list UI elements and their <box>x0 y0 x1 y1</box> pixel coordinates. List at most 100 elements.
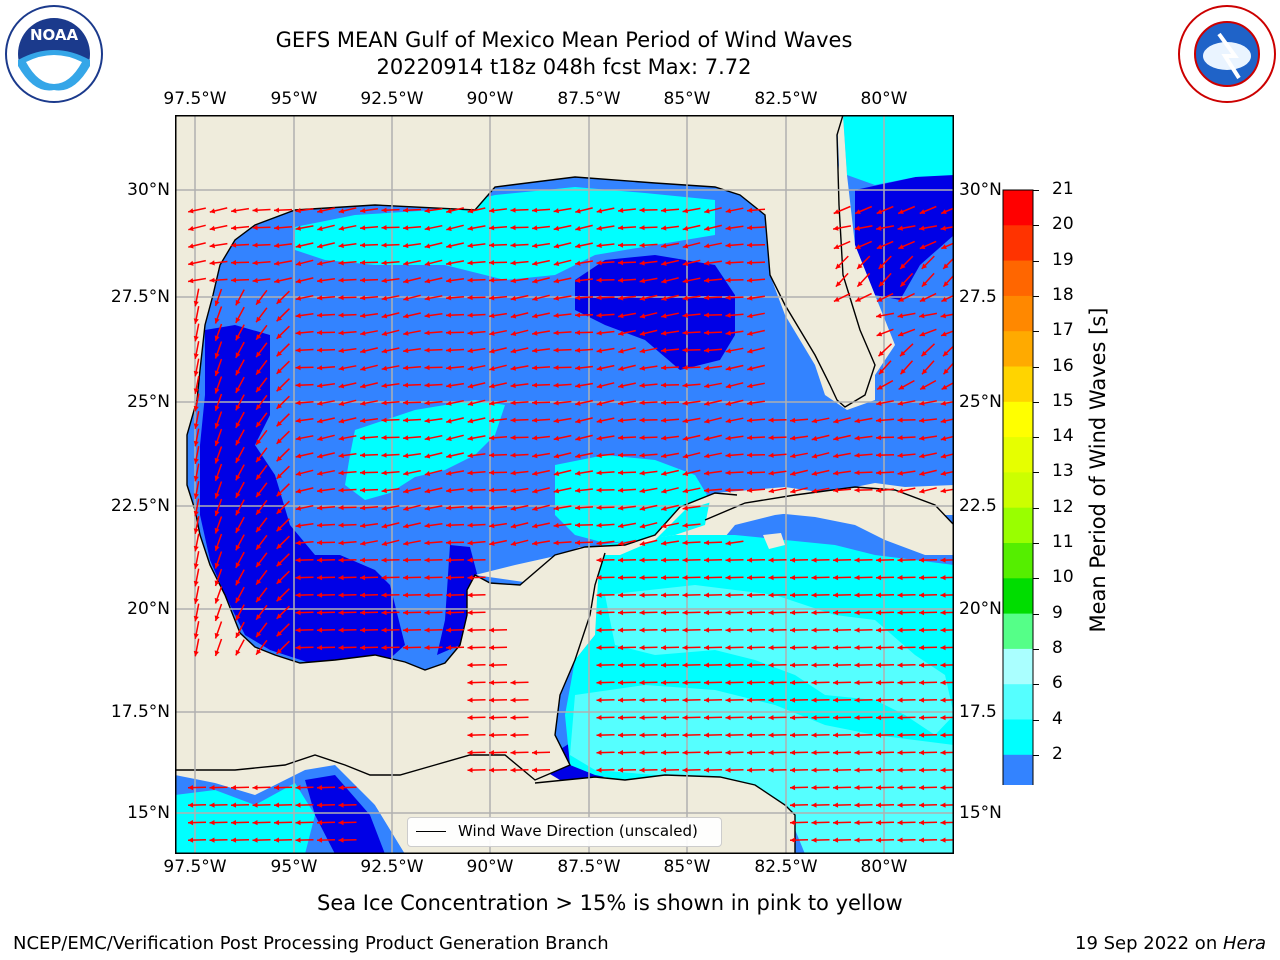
wind-wave-arrowhead <box>360 295 366 301</box>
wind-wave-arrowhead <box>790 557 796 563</box>
wind-wave-arrowhead <box>235 352 241 358</box>
wind-wave-arrowhead <box>317 802 323 808</box>
wind-wave-arrowhead <box>919 767 925 773</box>
wind-wave-arrowhead <box>790 470 796 476</box>
colorbar-tick-mark <box>1033 331 1039 333</box>
wind-wave-arrowhead <box>467 557 473 563</box>
wind-wave-arrowhead <box>878 350 884 357</box>
wind-wave-arrowhead <box>768 767 774 773</box>
wind-wave-arrowhead <box>661 610 667 616</box>
wind-wave-arrowhead <box>274 785 280 791</box>
wind-wave-arrowhead <box>940 453 947 459</box>
wind-wave-arrowhead <box>193 598 199 604</box>
wind-wave-arrowhead <box>682 435 689 441</box>
wind-wave-arrowhead <box>193 563 199 569</box>
wind-wave-arrowhead <box>639 697 645 703</box>
land-isle-of-youth <box>763 533 785 549</box>
wind-wave-arrowhead <box>725 487 731 493</box>
colorbar-tick-mark <box>1033 366 1039 368</box>
wind-wave-arrowhead <box>682 750 688 756</box>
wind-wave-arrowhead <box>854 767 860 773</box>
wind-wave-arrowhead <box>833 453 839 459</box>
wind-wave-arrowhead <box>317 627 323 633</box>
wind-wave-arrowhead <box>553 260 560 266</box>
wind-wave-arrowhead <box>596 575 602 581</box>
wind-wave-arrowhead <box>360 400 366 406</box>
wind-wave-arrowhead <box>467 260 473 266</box>
wind-wave-arrowhead <box>790 592 796 598</box>
lon-label-top: 90°W <box>466 89 514 109</box>
lon-label-top: 95°W <box>270 89 318 109</box>
wind-wave-arrowhead <box>811 557 817 563</box>
wind-wave-arrowhead <box>467 452 473 459</box>
wind-wave-arrowhead <box>338 277 344 283</box>
wind-wave-arrowhead <box>256 649 262 655</box>
wind-wave-arrowhead <box>682 732 688 738</box>
wind-wave-arrowhead <box>338 400 345 406</box>
wind-wave-arrowhead <box>338 785 344 791</box>
lon-label-top: 97.5°W <box>163 89 227 109</box>
wind-wave-arrowhead <box>193 475 199 482</box>
wind-wave-arrowhead <box>790 697 796 703</box>
wind-wave-arrowhead <box>489 645 495 651</box>
wind-wave-arrowhead <box>618 592 624 598</box>
wind-wave-arrowhead <box>235 492 241 498</box>
wind-wave-arrowhead <box>276 456 282 462</box>
wind-wave-arrowhead <box>256 404 262 410</box>
branch-credit: NCEP/EMC/Verification Post Processing Pr… <box>13 933 609 954</box>
wind-wave-arrowhead <box>446 330 452 336</box>
wind-wave-arrowhead <box>214 632 220 639</box>
wind-wave-arrowhead <box>747 470 753 476</box>
wind-wave-arrowhead <box>467 295 473 301</box>
wind-wave-arrowhead <box>661 697 667 703</box>
colorbar-segment <box>1003 401 1033 438</box>
wind-wave-arrowhead <box>256 351 262 358</box>
wind-wave-arrowhead <box>661 645 667 651</box>
wind-wave-arrowhead <box>704 767 710 773</box>
wind-wave-arrowhead <box>704 592 710 598</box>
wind-wave-arrowhead <box>274 207 280 213</box>
wind-wave-arrowhead <box>833 627 839 633</box>
wind-wave-arrowhead <box>811 662 817 668</box>
wind-wave-arrowhead <box>876 244 883 249</box>
wind-wave-arrowhead <box>193 510 199 517</box>
wind-wave-arrowhead <box>747 260 753 266</box>
colorbar-segment <box>1003 366 1033 403</box>
wind-wave-arrowhead <box>256 316 262 323</box>
wind-wave-arrowhead <box>252 820 258 826</box>
wind-wave-arrowhead <box>725 242 731 248</box>
wind-wave-arrowhead <box>790 750 796 756</box>
wind-wave-arrowhead <box>725 348 732 354</box>
wind-wave-arrowhead <box>833 487 839 493</box>
wind-wave-arrowhead <box>188 260 194 266</box>
wind-wave-arrowhead <box>854 732 860 738</box>
lon-label-top: 92.5°W <box>360 89 424 109</box>
wind-wave-arrowhead <box>682 697 688 703</box>
wind-wave-arrowhead <box>295 330 301 336</box>
wind-wave-arrowhead <box>876 296 883 302</box>
wind-wave-arrowhead <box>510 488 516 494</box>
wind-wave-arrowhead <box>747 365 753 371</box>
coastline <box>704 486 954 526</box>
wind-wave-arrowhead <box>682 278 689 284</box>
wind-wave-arrowhead <box>618 697 624 703</box>
wind-wave-arrowhead <box>940 610 946 616</box>
wind-wave-arrowhead <box>876 820 882 826</box>
wind-wave-arrowhead <box>403 278 409 284</box>
wind-wave-arrowhead <box>381 383 387 389</box>
wind-wave-arrowhead <box>876 592 882 598</box>
wind-wave-arrowhead <box>596 505 602 511</box>
wind-wave-arrowhead <box>295 417 301 424</box>
wind-wave-arrowhead <box>467 505 473 511</box>
wind-wave-arrowhead <box>833 470 839 476</box>
wind-wave-arrowhead <box>661 505 667 511</box>
wind-wave-arrowhead <box>596 487 602 493</box>
wind-wave-arrowhead <box>682 295 688 301</box>
wind-wave-arrowhead <box>897 313 903 319</box>
wind-wave-arrowhead <box>424 278 431 284</box>
wind-wave-arrowhead <box>921 263 928 269</box>
wind-wave-arrowhead <box>575 330 581 336</box>
wind-wave-arrowhead <box>467 592 473 598</box>
wind-wave-arrowhead <box>510 505 517 511</box>
wind-wave-arrowhead <box>424 557 430 563</box>
